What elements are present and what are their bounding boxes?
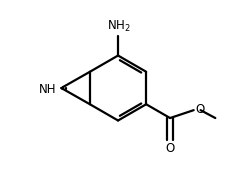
Text: O: O <box>166 142 175 155</box>
Text: O: O <box>196 103 205 116</box>
Text: NH$_2$: NH$_2$ <box>107 19 131 34</box>
Text: NH: NH <box>39 83 56 96</box>
